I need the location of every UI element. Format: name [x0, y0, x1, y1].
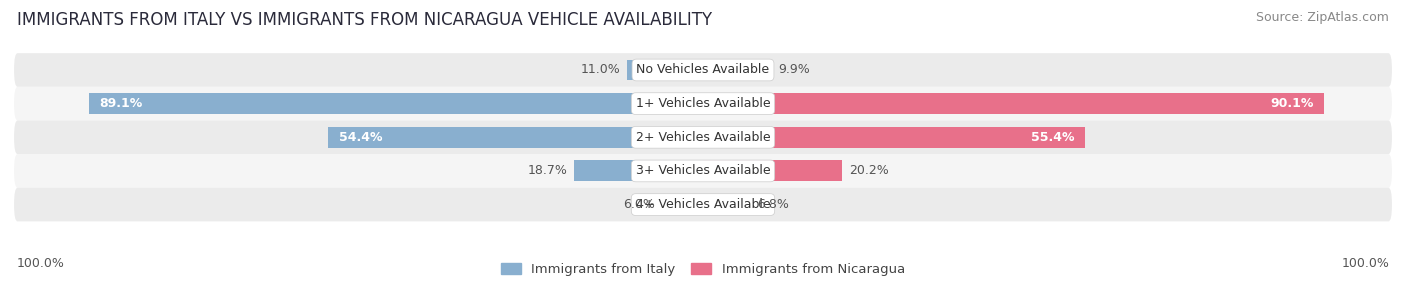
Bar — [627, 59, 703, 80]
FancyBboxPatch shape — [14, 53, 1392, 87]
Text: Source: ZipAtlas.com: Source: ZipAtlas.com — [1256, 11, 1389, 24]
Text: 54.4%: 54.4% — [339, 131, 382, 144]
Text: 89.1%: 89.1% — [100, 97, 143, 110]
Bar — [703, 59, 772, 80]
Text: 11.0%: 11.0% — [581, 63, 620, 76]
FancyBboxPatch shape — [14, 87, 1392, 120]
FancyBboxPatch shape — [14, 154, 1392, 188]
Text: 3+ Vehicles Available: 3+ Vehicles Available — [636, 164, 770, 177]
Text: 90.1%: 90.1% — [1270, 97, 1313, 110]
Text: No Vehicles Available: No Vehicles Available — [637, 63, 769, 76]
Bar — [89, 93, 703, 114]
Text: 55.4%: 55.4% — [1031, 131, 1074, 144]
Bar — [662, 194, 703, 215]
Text: 2+ Vehicles Available: 2+ Vehicles Available — [636, 131, 770, 144]
Text: 18.7%: 18.7% — [527, 164, 567, 177]
Bar — [328, 127, 703, 148]
Bar — [574, 160, 703, 181]
Text: 6.0%: 6.0% — [623, 198, 655, 211]
Bar — [703, 93, 1323, 114]
FancyBboxPatch shape — [14, 120, 1392, 154]
Text: 20.2%: 20.2% — [849, 164, 889, 177]
FancyBboxPatch shape — [14, 188, 1392, 221]
Text: 100.0%: 100.0% — [1341, 257, 1389, 270]
Text: 1+ Vehicles Available: 1+ Vehicles Available — [636, 97, 770, 110]
Bar — [703, 160, 842, 181]
Text: 9.9%: 9.9% — [778, 63, 810, 76]
Text: 6.8%: 6.8% — [756, 198, 789, 211]
Text: 4+ Vehicles Available: 4+ Vehicles Available — [636, 198, 770, 211]
Legend: Immigrants from Italy, Immigrants from Nicaragua: Immigrants from Italy, Immigrants from N… — [496, 258, 910, 282]
Text: IMMIGRANTS FROM ITALY VS IMMIGRANTS FROM NICARAGUA VEHICLE AVAILABILITY: IMMIGRANTS FROM ITALY VS IMMIGRANTS FROM… — [17, 11, 711, 29]
Text: 100.0%: 100.0% — [17, 257, 65, 270]
Bar — [703, 194, 749, 215]
Bar — [703, 127, 1084, 148]
